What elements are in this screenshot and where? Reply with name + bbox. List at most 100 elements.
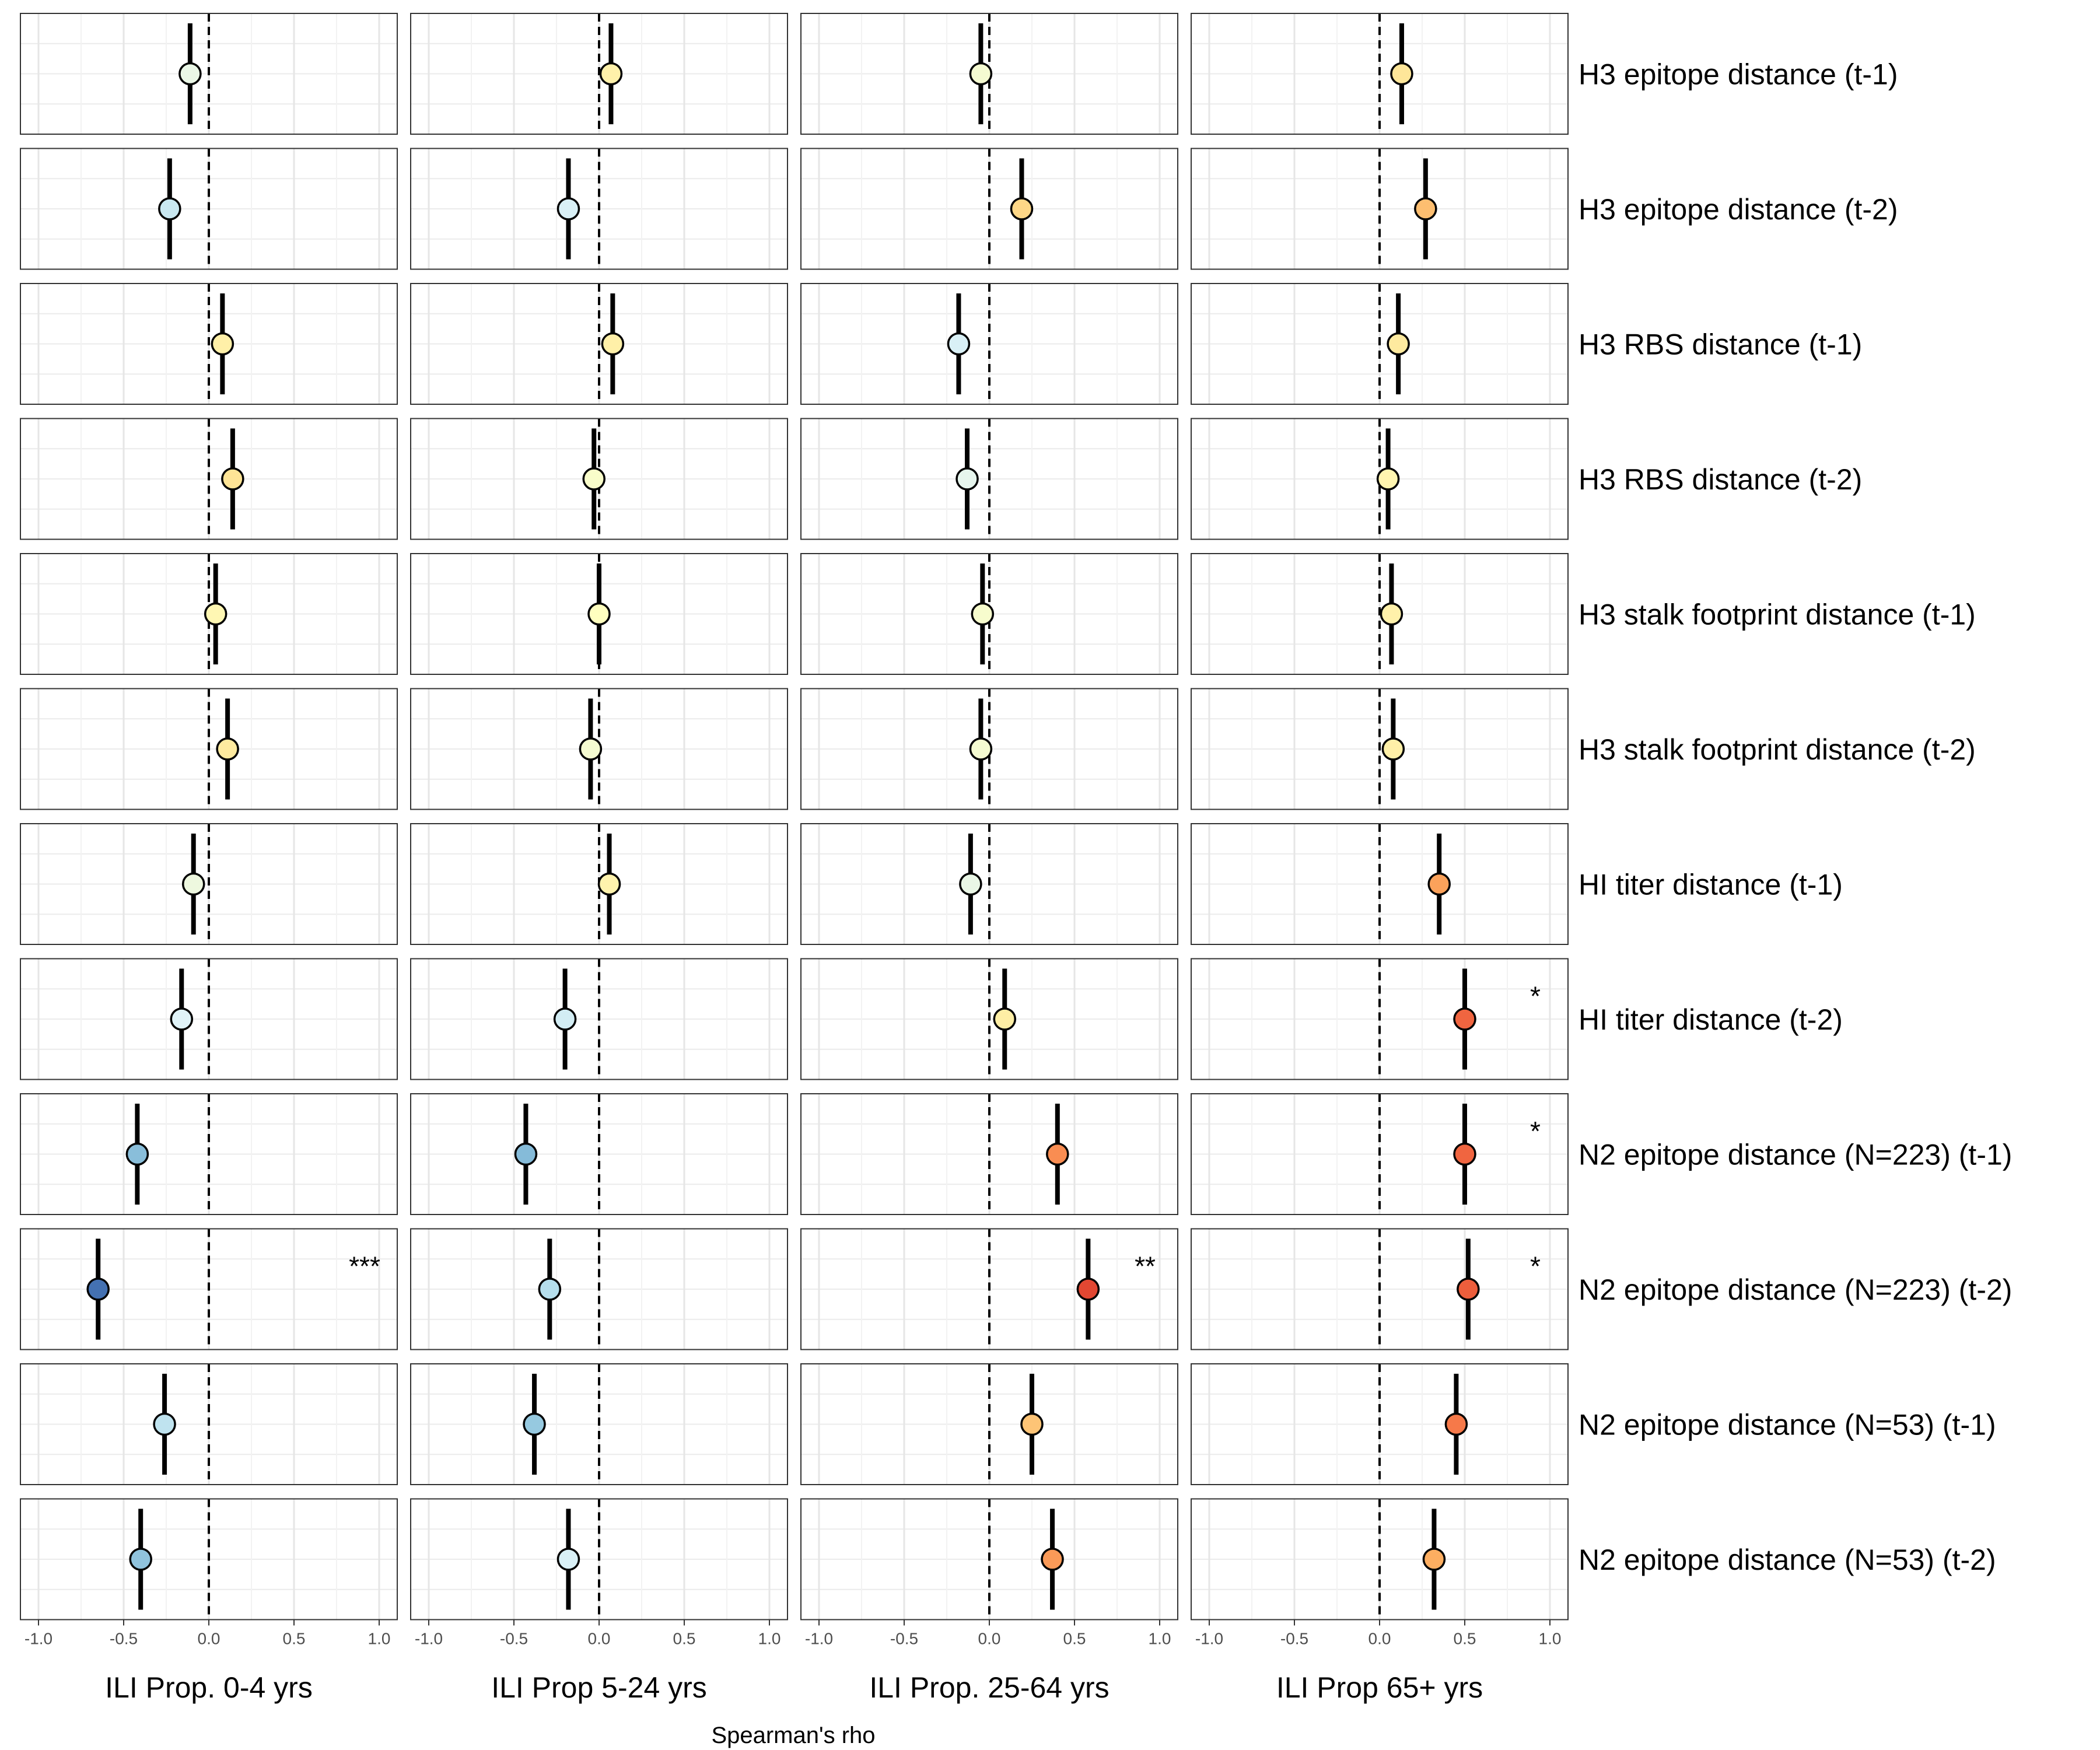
rho-point <box>1076 1278 1100 1301</box>
row-label: HI titer distance (t-2) <box>1578 1003 1843 1036</box>
rho-point <box>587 602 611 626</box>
rho-point <box>599 62 623 86</box>
rho-point <box>514 1142 538 1166</box>
panel-border <box>410 283 788 405</box>
x-tick-label: 0.5 <box>1454 1630 1476 1648</box>
panel-r10-c1 <box>410 1363 788 1485</box>
row-label: H3 RBS distance (t-2) <box>1578 463 1862 496</box>
panel-r11-c2 <box>800 1498 1178 1620</box>
panel-r9-c1 <box>410 1228 788 1350</box>
panel-r8-c0 <box>20 1093 398 1215</box>
x-tick-label: -1.0 <box>415 1630 443 1648</box>
rho-point <box>1390 62 1413 86</box>
panel-border <box>1191 283 1569 405</box>
panel-border <box>800 13 1178 135</box>
panel-r7-c1 <box>410 958 788 1080</box>
rho-point <box>221 467 244 491</box>
panel-border <box>1191 1228 1569 1350</box>
significance-label: *** <box>349 1251 380 1282</box>
panel-border <box>800 148 1178 270</box>
panel-r1-c1 <box>410 148 788 270</box>
x-tick-label: -0.5 <box>110 1630 138 1648</box>
panel-r1-c3 <box>1191 148 1569 270</box>
x-tick-label: 0.5 <box>1063 1630 1086 1648</box>
panel-border <box>800 958 1178 1080</box>
rho-point <box>178 62 202 86</box>
panel-r5-c0 <box>20 688 398 810</box>
panel-r4-c3 <box>1191 553 1569 675</box>
panel-r5-c2 <box>800 688 1178 810</box>
rho-point <box>1422 1548 1446 1571</box>
panel-r3-c0 <box>20 418 398 540</box>
x-tick-label: -1.0 <box>24 1630 52 1648</box>
panel-r6-c1 <box>410 823 788 945</box>
panel-border <box>1191 418 1569 540</box>
rho-point <box>538 1278 562 1301</box>
panel-border <box>1191 688 1569 810</box>
rho-point <box>153 1412 176 1436</box>
rho-point <box>211 332 235 356</box>
rho-point <box>969 737 993 761</box>
panel-r8-c3: * <box>1191 1093 1569 1215</box>
rho-point <box>181 872 205 896</box>
rho-point <box>579 737 603 761</box>
rho-point <box>556 197 580 220</box>
panel-border <box>800 1228 1178 1350</box>
rho-point <box>1380 602 1404 626</box>
panel-r4-c0 <box>20 553 398 675</box>
panel-r6-c3 <box>1191 823 1569 945</box>
rho-point <box>993 1007 1017 1031</box>
panel-border <box>800 283 1178 405</box>
rho-point <box>1010 197 1034 220</box>
rho-point <box>1444 1412 1468 1436</box>
rho-point <box>1427 872 1451 896</box>
column-label: ILI Prop 5-24 yrs <box>491 1671 707 1704</box>
panel-r10-c3 <box>1191 1363 1569 1485</box>
panel-r3-c2 <box>800 418 1178 540</box>
rho-point <box>556 1548 580 1571</box>
panel-border <box>1191 1363 1569 1485</box>
panel-r11-c1 <box>410 1498 788 1620</box>
panel-r11-c3 <box>1191 1498 1569 1620</box>
panel-r7-c3: * <box>1191 958 1569 1080</box>
panel-r10-c0 <box>20 1363 398 1485</box>
panel-r6-c0 <box>20 823 398 945</box>
panel-r3-c1 <box>410 418 788 540</box>
rho-point <box>1041 1548 1064 1571</box>
panel-r0-c0 <box>20 13 398 135</box>
rho-point <box>1387 332 1410 356</box>
panel-r2-c2 <box>800 283 1178 405</box>
x-tick-label: 0.0 <box>978 1630 1001 1648</box>
panel-border <box>410 1093 788 1215</box>
panel-border <box>410 13 788 135</box>
x-tick-label: 0.0 <box>1368 1630 1391 1648</box>
rho-point <box>582 467 606 491</box>
x-tick-label: -1.0 <box>805 1630 833 1648</box>
panel-border <box>800 1093 1178 1215</box>
significance-label: * <box>1530 1251 1541 1282</box>
x-tick-label: 1.0 <box>1149 1630 1171 1648</box>
panel-r5-c3 <box>1191 688 1569 810</box>
panel-border <box>20 283 398 405</box>
row-label: H3 RBS distance (t-1) <box>1578 328 1862 361</box>
panel-border <box>1191 958 1569 1080</box>
panel-border <box>1191 823 1569 945</box>
panel-border <box>20 958 398 1080</box>
panel-r5-c1 <box>410 688 788 810</box>
x-tick-label: -0.5 <box>500 1630 528 1648</box>
rho-point <box>971 602 995 626</box>
panel-r4-c1 <box>410 553 788 675</box>
panel-border <box>1191 1093 1569 1215</box>
panel-r9-c2: ** <box>800 1228 1178 1350</box>
panel-r0-c1 <box>410 13 788 135</box>
rho-point <box>1457 1278 1480 1301</box>
panel-r11-c0 <box>20 1498 398 1620</box>
rho-point <box>956 467 979 491</box>
panel-border <box>410 148 788 270</box>
significance-label: ** <box>1135 1251 1156 1282</box>
panel-r4-c2 <box>800 553 1178 675</box>
x-tick-label: 1.0 <box>1539 1630 1562 1648</box>
rho-point <box>1414 197 1437 220</box>
row-label: N2 epitope distance (N=223) (t-2) <box>1578 1273 2012 1306</box>
panel-r2-c1 <box>410 283 788 405</box>
